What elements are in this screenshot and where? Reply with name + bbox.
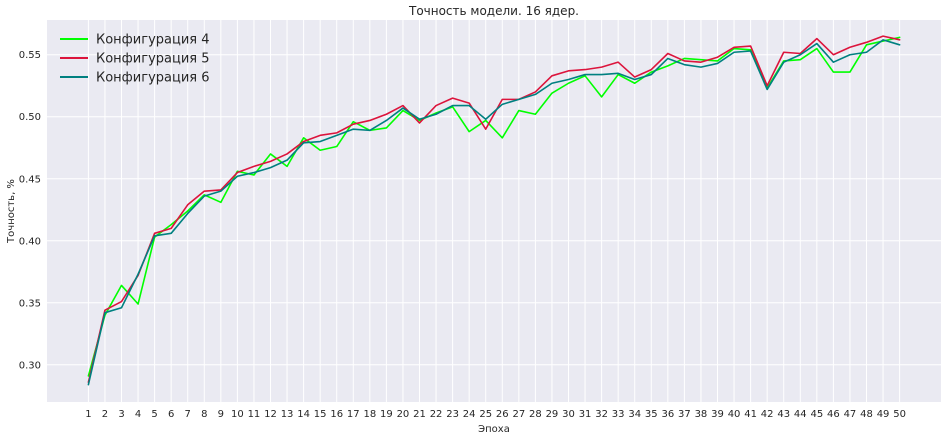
y-tick-label: 0.30 — [19, 360, 41, 371]
x-tick-label: 50 — [893, 409, 906, 420]
y-tick-label: 0.45 — [19, 174, 41, 185]
x-tick-label: 14 — [297, 409, 310, 420]
x-tick-label: 12 — [264, 409, 277, 420]
x-tick-label: 44 — [794, 409, 807, 420]
y-tick-label: 0.35 — [19, 298, 41, 309]
x-tick-label: 33 — [612, 409, 625, 420]
y-axis-label: Точность, % — [6, 179, 17, 244]
x-tick-label: 41 — [744, 409, 757, 420]
y-tick-label: 0.50 — [19, 112, 41, 123]
grid — [47, 20, 941, 402]
x-tick-label: 2 — [102, 409, 108, 420]
x-tick-label: 28 — [529, 409, 542, 420]
x-tick-label: 18 — [363, 409, 376, 420]
x-tick-label: 39 — [711, 409, 724, 420]
chart-title: Точность модели. 16 ядер. — [408, 4, 579, 18]
legend-label: Конфигурация 6 — [96, 71, 210, 86]
x-tick-label: 40 — [728, 409, 741, 420]
x-tick-label: 1 — [85, 409, 91, 420]
x-tick-label: 25 — [479, 409, 492, 420]
x-tick-label: 19 — [380, 409, 393, 420]
x-tick-label: 7 — [185, 409, 191, 420]
x-tick-label: 24 — [463, 409, 476, 420]
x-tick-label: 45 — [810, 409, 823, 420]
legend-item: Конфигурация 4 — [60, 33, 210, 48]
x-tick-label: 47 — [844, 409, 857, 420]
x-tick-label: 9 — [218, 409, 224, 420]
x-tick-label: 3 — [118, 409, 124, 420]
legend: Конфигурация 4 Конфигурация 5 Конфигурация… — [60, 33, 210, 86]
legend-label: Конфигурация 5 — [96, 52, 210, 67]
x-tick-label: 23 — [446, 409, 459, 420]
y-tick-label: 0.55 — [19, 50, 41, 61]
x-tick-label: 6 — [168, 409, 174, 420]
x-tick-label: 27 — [512, 409, 525, 420]
legend-item: Конфигурация 6 — [60, 71, 210, 86]
plot-area — [47, 20, 941, 402]
x-tick-label: 36 — [661, 409, 674, 420]
x-tick-label: 4 — [135, 409, 141, 420]
series-line-2 — [87, 35, 901, 383]
x-tick-label: 43 — [777, 409, 790, 420]
legend-item: Конфигурация 5 — [60, 52, 210, 67]
x-tick-label: 49 — [877, 409, 890, 420]
x-tick-label: 37 — [678, 409, 691, 420]
x-tick-label: 32 — [595, 409, 608, 420]
x-tick-label: 26 — [496, 409, 509, 420]
x-tick-labels: 1 2 3 4 5 6 7 8 9 10 11 12 13 14 15 16 17 18 19 20 21 22 23 24 2… — [85, 409, 906, 420]
x-tick-label: 16 — [330, 409, 343, 420]
y-tick-labels: 0.30 0.35 0.40 0.45 0.50 0.55 — [19, 50, 41, 371]
legend-label: Конфигурация 4 — [96, 33, 210, 48]
x-tick-label: 5 — [151, 409, 157, 420]
y-tick-label: 0.40 — [19, 236, 41, 247]
x-tick-label: 8 — [201, 409, 207, 420]
x-tick-label: 21 — [413, 409, 426, 420]
x-tick-label: 11 — [248, 409, 261, 420]
x-tick-label: 17 — [347, 409, 360, 420]
x-tick-label: 13 — [281, 409, 294, 420]
x-tick-label: 34 — [628, 409, 641, 420]
x-tick-label: 20 — [397, 409, 410, 420]
x-tick-label: 46 — [827, 409, 840, 420]
x-tick-label: 15 — [314, 409, 327, 420]
series-line-3 — [87, 39, 901, 386]
x-tick-label: 38 — [695, 409, 708, 420]
x-tick-label: 31 — [579, 409, 592, 420]
x-axis-label: Эпоха — [478, 424, 510, 435]
x-tick-label: 30 — [562, 409, 575, 420]
x-tick-label: 42 — [761, 409, 774, 420]
x-tick-label: 35 — [645, 409, 658, 420]
x-tick-label: 22 — [430, 409, 443, 420]
series-lines — [87, 35, 901, 386]
x-tick-label: 10 — [231, 409, 244, 420]
x-tick-label: 48 — [860, 409, 873, 420]
x-tick-label: 29 — [546, 409, 559, 420]
